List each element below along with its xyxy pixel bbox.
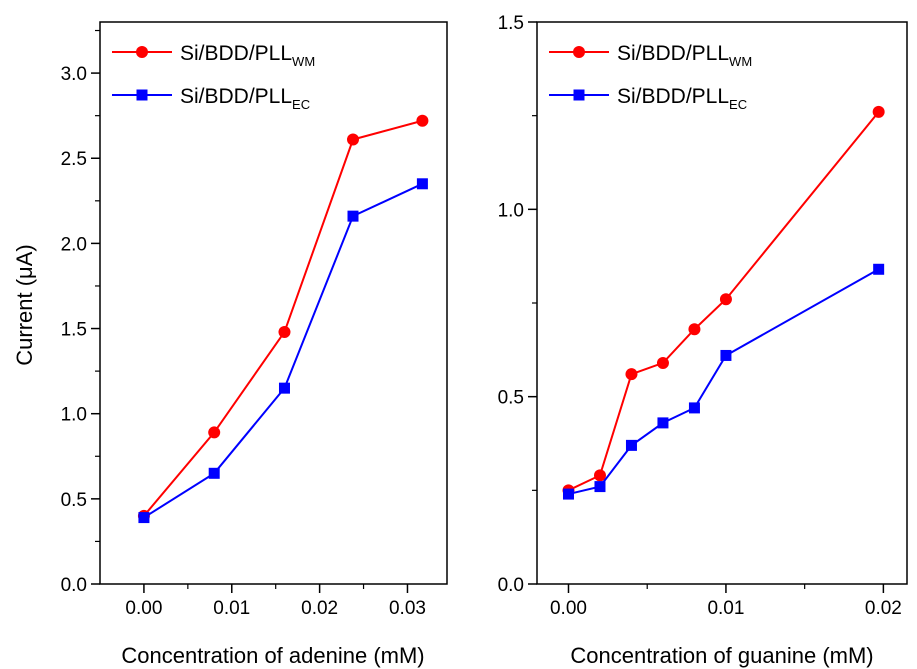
data-point-ec bbox=[657, 417, 669, 429]
x-tick-label: 0.03 bbox=[389, 598, 426, 619]
legend-label: Si/BDD/PLLEC bbox=[617, 85, 747, 112]
panel-adenine: 0.00 0.01 0.02 0.03 0.0 0.5 1.0 1.5 2.0 2.5 3.0 Con… bbox=[61, 21, 448, 668]
legend-label: Si/BDD/PLLEC bbox=[180, 85, 310, 112]
legend-label: Si/BDD/PLLWM bbox=[180, 42, 315, 69]
x-tick-label: 0.01 bbox=[213, 598, 250, 619]
data-point-ec bbox=[208, 467, 220, 479]
x-tick-label: 0.00 bbox=[125, 598, 162, 619]
data-point-wm bbox=[688, 323, 701, 336]
legend-label-subscript: WM bbox=[729, 54, 752, 69]
legend-label: Si/BDD/PLLWM bbox=[617, 42, 752, 69]
legend-marker bbox=[573, 46, 585, 58]
data-point-ec bbox=[688, 402, 700, 414]
x-tick-label: 0.02 bbox=[301, 598, 338, 619]
y-tick-label: 0.5 bbox=[61, 490, 87, 511]
data-point-wm bbox=[208, 426, 221, 439]
x-tick-label: 0.01 bbox=[707, 598, 744, 619]
data-point-ec bbox=[625, 439, 637, 451]
legend-label-main: Si/BDD/PLL bbox=[617, 85, 729, 108]
data-point-wm bbox=[872, 105, 885, 118]
legend-label-subscript: EC bbox=[729, 97, 747, 112]
data-point-wm bbox=[656, 356, 669, 369]
legend-label-subscript: EC bbox=[292, 97, 310, 112]
data-point-ec bbox=[138, 512, 150, 524]
legend-marker bbox=[136, 46, 148, 58]
data-point-ec bbox=[594, 481, 606, 493]
legend-marker bbox=[573, 89, 585, 101]
y-tick-label: 1.5 bbox=[498, 13, 524, 34]
legend-label-main: Si/BDD/PLL bbox=[617, 42, 729, 65]
y-tick-label: 2.0 bbox=[61, 234, 87, 255]
legend-label-subscript: WM bbox=[292, 54, 315, 69]
data-point-wm bbox=[416, 114, 429, 127]
y-tick-label: 1.5 bbox=[61, 320, 87, 341]
legend-entry-wm: Si/BDD/PLLWM bbox=[112, 42, 315, 69]
y-tick-label: 0.0 bbox=[61, 575, 87, 596]
y-tick-label: 2.5 bbox=[61, 149, 87, 170]
x-tick-label: 0.00 bbox=[550, 598, 587, 619]
data-point-wm bbox=[719, 293, 732, 306]
legend-entry-ec: Si/BDD/PLLEC bbox=[549, 85, 747, 112]
y-tick-label: 0.5 bbox=[498, 388, 524, 409]
data-point-ec bbox=[562, 488, 574, 500]
x-axis-label: Concentration of guanine (mM) bbox=[570, 643, 873, 668]
legend-label-main: Si/BDD/PLL bbox=[180, 85, 292, 108]
legend-marker bbox=[136, 89, 148, 101]
data-point-wm bbox=[625, 368, 638, 381]
data-point-ec bbox=[720, 349, 732, 361]
panel-guanine: 0.00 0.01 0.02 0.0 0.5 1.0 1.5 Concentration of… bbox=[498, 13, 908, 668]
y-tick-label: 1.0 bbox=[61, 405, 87, 426]
legend-entry-wm: Si/BDD/PLLWM bbox=[549, 42, 752, 69]
x-axis-label: Concentration of adenine (mM) bbox=[121, 643, 424, 668]
data-point-ec bbox=[416, 178, 428, 190]
x-tick-label: 0.02 bbox=[865, 598, 902, 619]
legend-label-main: Si/BDD/PLL bbox=[180, 42, 292, 65]
y-tick-label: 3.0 bbox=[61, 64, 87, 85]
series-line-wm bbox=[143, 119, 423, 517]
data-point-ec bbox=[873, 263, 885, 275]
y-axis-label: Current (μA) bbox=[12, 244, 37, 365]
data-point-wm bbox=[347, 133, 360, 146]
plot-frame bbox=[99, 21, 448, 585]
data-point-ec bbox=[278, 382, 290, 394]
y-tick-label: 1.0 bbox=[498, 200, 524, 221]
data-point-ec bbox=[347, 210, 359, 222]
y-tick-label: 0.0 bbox=[498, 575, 524, 596]
legend-entry-ec: Si/BDD/PLLEC bbox=[112, 85, 310, 112]
data-point-wm bbox=[593, 469, 606, 482]
data-point-wm bbox=[278, 325, 291, 338]
